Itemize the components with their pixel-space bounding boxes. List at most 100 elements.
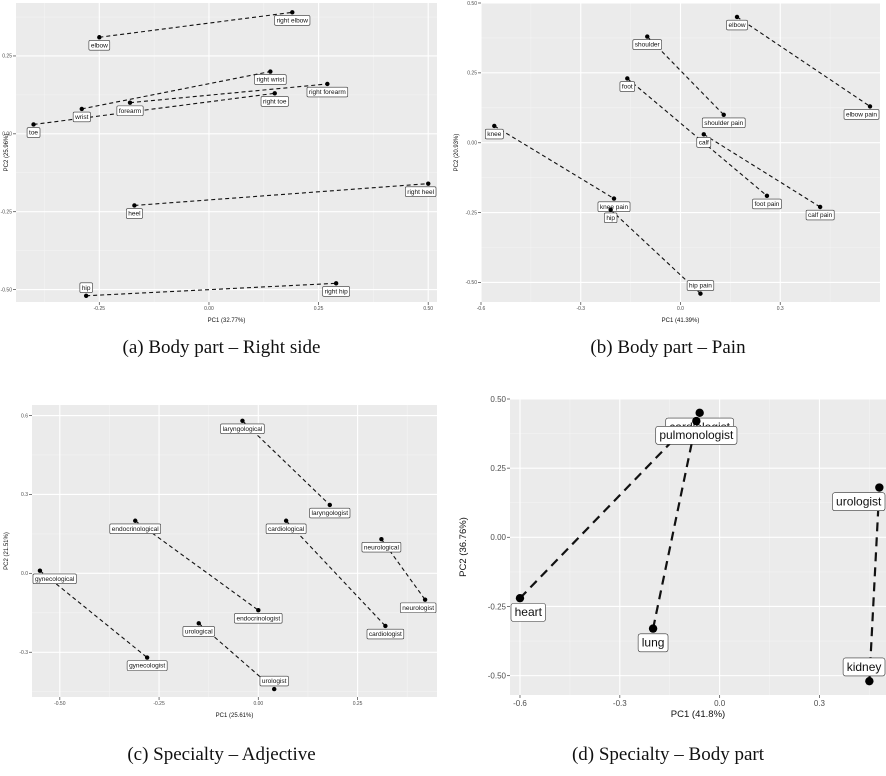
data-point [79, 106, 84, 112]
y-tick-label: 0.25 [467, 71, 477, 77]
y-axis-label: PC2 (25.96%) [4, 134, 10, 172]
x-tick-label: -0.6 [477, 306, 486, 312]
point-label-box [637, 633, 669, 653]
data-point [817, 204, 823, 210]
point-label-box [619, 81, 635, 92]
y-tick-label: 0.00 [467, 140, 477, 146]
data-point [283, 518, 289, 523]
point-label: right wrist [254, 74, 287, 85]
point-label-text: elbow pain [846, 112, 877, 119]
point-label-box [842, 657, 886, 677]
pair-connector-line [39, 570, 148, 658]
point-label: knee pain [597, 201, 631, 212]
point-label: foot [619, 81, 635, 92]
point-label-box [655, 426, 738, 445]
data-point [426, 181, 431, 186]
point-label-text: toe [29, 130, 38, 137]
point-label: kidney [842, 657, 886, 677]
point-label-box [484, 128, 504, 140]
point-label-box [259, 675, 289, 687]
data-point [240, 418, 245, 423]
point-label: urologist [259, 675, 289, 687]
point-label-text: gynecological [35, 576, 75, 583]
y-tick-label: -0.25 [1, 209, 13, 215]
y-tick-label: 0.3 [21, 492, 28, 498]
point-label: foot pain [752, 198, 782, 210]
point-label-text: neurologist [402, 605, 434, 612]
x-tick-label: -0.6 [513, 699, 527, 708]
point-label: shoulder pain [701, 117, 746, 129]
chart-c-svg: -0.50 -0.25 0.00 0.25 -0.3 0.0 0.3 0.6 PC1 (25.6… [4, 405, 437, 719]
point-label-box [126, 660, 168, 671]
point-label: laryngological [220, 423, 265, 435]
point-label-text: right heel [407, 189, 434, 196]
point-label-box [361, 542, 402, 553]
y-tick-label: -0.25 [466, 210, 478, 216]
y-tick-label: 0.6 [21, 413, 28, 419]
point-label: knee [484, 128, 504, 140]
data-point [695, 408, 704, 418]
chart-panel-b: -0.6 -0.3 0.0 0.3 -0.50 -0.25 0.00 0.25 0.50 PC1 … [450, 0, 886, 330]
point-label-text: urologist [836, 495, 882, 509]
data-point [196, 621, 201, 626]
pair-connector-line [99, 11, 293, 38]
pair-connector-line [129, 83, 328, 104]
point-label: heart [510, 603, 546, 622]
y-tick-label: -0.50 [1, 287, 13, 293]
y-tick-label: -0.3 [19, 650, 28, 656]
point-label: gynecological [32, 573, 77, 584]
x-tick-label: 0.50 [423, 306, 433, 312]
point-label: endocrinological [109, 523, 161, 534]
point-label-text: right forearm [309, 89, 346, 96]
pair-connector-line [380, 538, 426, 600]
pair-connector-line [242, 420, 331, 506]
point-label-box [366, 628, 405, 640]
x-tick-label: 0.3 [777, 306, 784, 312]
point-label-box [109, 523, 161, 534]
data-point [608, 207, 613, 212]
point-label-box [604, 212, 618, 224]
point-label-text: knee [487, 131, 501, 138]
y-tick-label: 0.25 [2, 54, 12, 60]
data-point [383, 623, 388, 629]
chart-panel-d: -0.6 -0.3 0.0 0.3 -0.50 -0.25 0.00 0.25 0.50 PC1 … [450, 395, 886, 725]
x-tick-label: 0.0 [714, 699, 726, 708]
point-label: right toe [260, 96, 289, 107]
point-label-text: kidney [847, 660, 882, 674]
point-label-text: hip pain [689, 283, 712, 290]
caption-d: (d) Specialty – Body part [571, 744, 765, 765]
point-label: right hip [322, 286, 350, 297]
point-label: shoulder [632, 39, 662, 50]
pair-connector-line [33, 92, 275, 126]
point-label: endocrinologist [234, 613, 283, 624]
point-label-box [254, 74, 287, 85]
data-point [83, 293, 89, 298]
point-label: right forearm [306, 86, 349, 98]
y-axis-label: PC2 (36.76%) [458, 517, 469, 577]
point-label-box [752, 198, 782, 210]
point-label: hip [604, 212, 618, 224]
pair-connector-line [646, 36, 725, 116]
point-label-box [843, 109, 880, 120]
data-point [701, 132, 706, 137]
point-label: calf pain [805, 209, 835, 221]
x-tick-label: -0.50 [54, 701, 66, 707]
point-label: elbow [726, 19, 748, 31]
data-point [515, 593, 525, 603]
point-label: pulmonologist [655, 426, 738, 445]
point-label-text: calf pain [808, 212, 833, 219]
data-point [256, 607, 261, 613]
point-label-text: shoulder [635, 42, 661, 49]
pair-connector-line [134, 520, 259, 611]
y-tick-label: -0.50 [466, 280, 478, 286]
pair-connector-line [703, 133, 821, 208]
point-label-box [26, 127, 41, 138]
y-tick-label: 0.00 [490, 533, 506, 542]
point-label-text: lung [642, 636, 665, 650]
data-point [764, 193, 770, 199]
x-axis-label: PC1 (41.8%) [671, 709, 725, 720]
data-point [127, 100, 133, 105]
y-tick-label: -0.50 [488, 671, 507, 680]
point-label: elbow pain [843, 109, 880, 120]
point-label-text: cardiological [268, 526, 305, 533]
